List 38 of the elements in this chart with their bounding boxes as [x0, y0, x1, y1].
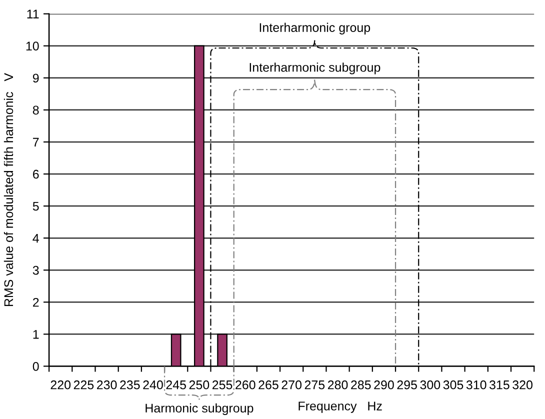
y-tick-label: 0 [32, 362, 39, 371]
x-tick-label: 275 [304, 380, 325, 390]
annotation: Interharmonic subgroup [250, 62, 380, 74]
y-tick-label: 2 [33, 298, 39, 307]
x-tick-label: 305 [443, 380, 464, 390]
x-tick-label: 220 [50, 380, 71, 390]
y-axis-title: RMS value of modulated fifth harmonic V [4, 72, 14, 306]
x-tick-label: 270 [282, 380, 302, 390]
x-axis-title: Frequency Hz [298, 402, 382, 413]
y-tick-label: 10 [26, 42, 39, 51]
y-tick-label: 8 [32, 106, 39, 115]
y-tick-label: 5 [32, 202, 39, 211]
x-tick-label: 230 [96, 380, 117, 390]
y-tick-label: 11 [27, 10, 39, 18]
y-tick-label: 1 [33, 330, 39, 339]
x-tick-label: 245 [166, 380, 186, 390]
x-tick-label: 285 [351, 380, 371, 390]
x-tick-label: 265 [258, 380, 278, 390]
y-tick-label: 4 [32, 234, 39, 243]
x-tick-label: 295 [397, 380, 417, 390]
text: Harmonic subgroup [146, 403, 254, 416]
x-tick-label: 290 [374, 380, 394, 390]
annotation: Interharmonic group [260, 22, 370, 34]
x-tick-label: 280 [328, 380, 348, 390]
x-tick-label: 240 [143, 380, 163, 390]
x-tick-label: 235 [120, 380, 140, 390]
x-tick-label: 310 [466, 380, 486, 390]
x-tick-label: 320 [512, 380, 532, 390]
x-tick-label: 255 [212, 380, 232, 390]
x-tick-label: 315 [490, 380, 510, 390]
x-tick-label: 225 [74, 380, 94, 390]
y-tick-label: 9 [32, 74, 39, 83]
x-tick-label: 250 [189, 380, 210, 390]
y-tick-label: 3 [32, 266, 39, 275]
y-tick-label: 7 [33, 138, 39, 146]
x-tick-label: 300 [420, 380, 440, 390]
x-tick-label: 260 [236, 380, 256, 390]
y-tick-label: 6 [33, 170, 39, 179]
